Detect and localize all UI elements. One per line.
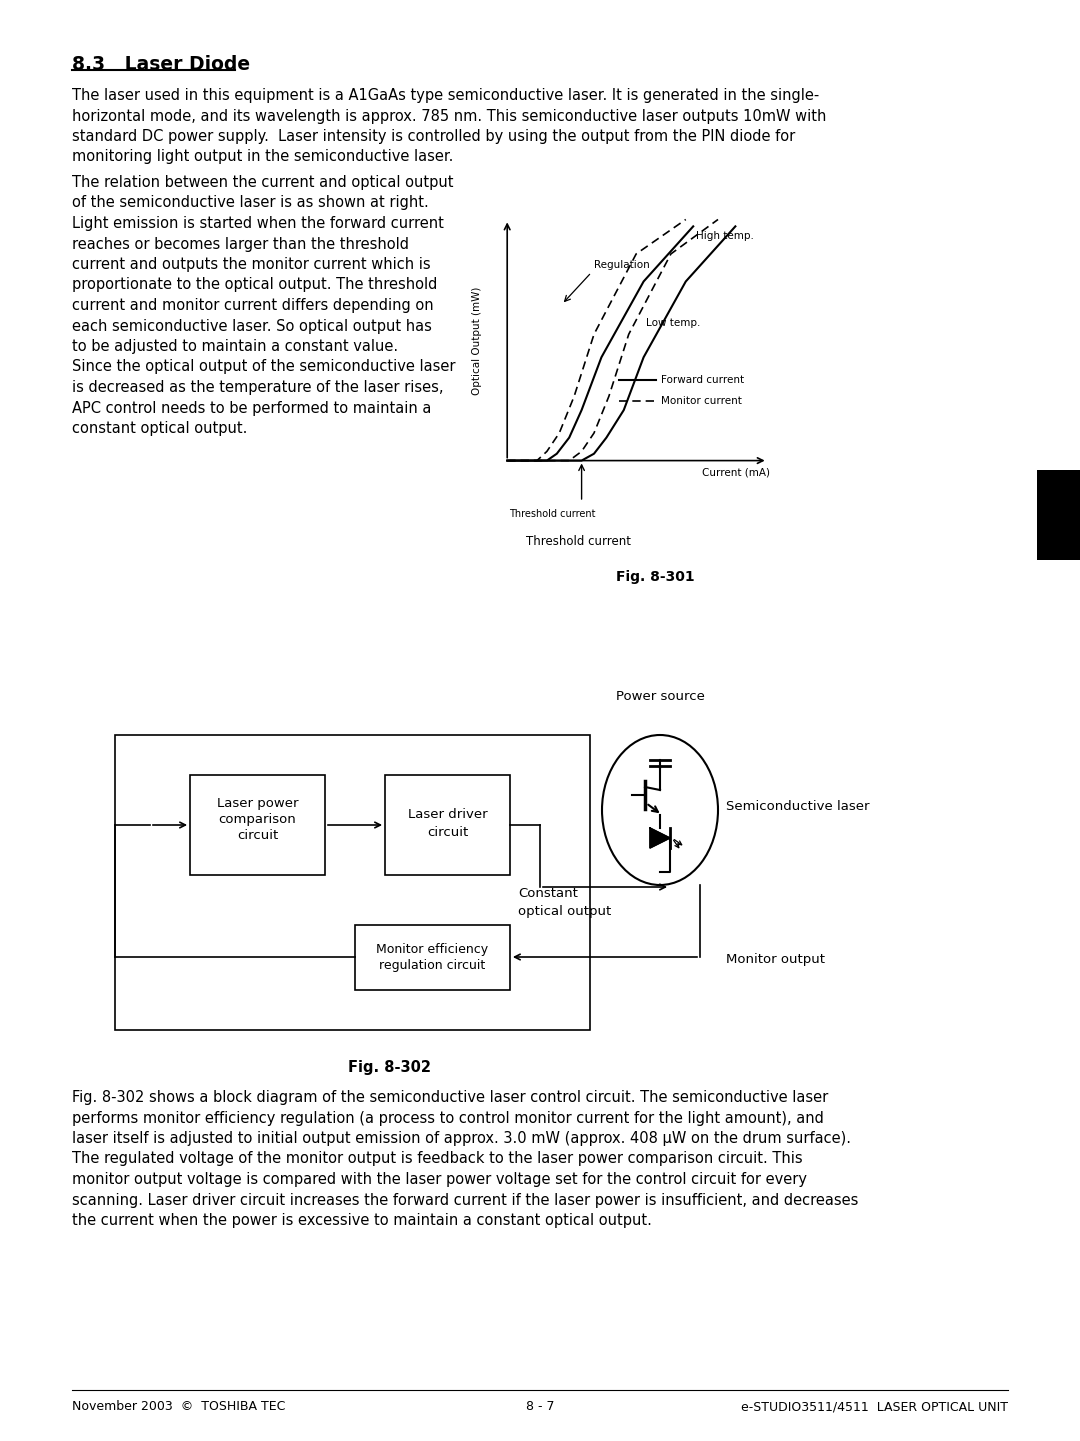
Text: Laser driver: Laser driver [407,808,487,821]
Text: scanning. Laser driver circuit increases the forward current if the laser power : scanning. Laser driver circuit increases… [72,1193,859,1208]
Text: High temp.: High temp. [696,231,754,241]
Bar [1037,470,1080,561]
Text: 8 - 7: 8 - 7 [526,1401,554,1414]
Text: Monitor efficiency: Monitor efficiency [377,942,488,955]
Bar [190,775,325,875]
Text: Forward current: Forward current [661,375,744,385]
Text: The relation between the current and optical output: The relation between the current and opt… [72,174,454,190]
Text: Light emission is started when the forward current: Light emission is started when the forwa… [72,216,444,231]
Text: to be adjusted to maintain a constant value.: to be adjusted to maintain a constant va… [72,339,399,354]
Text: regulation circuit: regulation circuit [379,960,486,973]
Text: APC control needs to be performed to maintain a: APC control needs to be performed to mai… [72,401,431,415]
Text: The laser used in this equipment is a A1GaAs type semiconductive laser. It is ge: The laser used in this equipment is a A1… [72,88,820,102]
Text: e-STUDIO3511/4511  LASER OPTICAL UNIT: e-STUDIO3511/4511 LASER OPTICAL UNIT [741,1401,1008,1414]
Text: 8: 8 [1051,510,1065,530]
Text: comparison: comparison [218,813,296,826]
Text: Regulation: Regulation [594,261,650,271]
Ellipse shape [602,735,718,885]
Text: Fig. 8-302 shows a block diagram of the semiconductive laser control circuit. Th: Fig. 8-302 shows a block diagram of the … [72,1089,828,1105]
Text: Constant: Constant [518,888,578,901]
Text: reaches or becomes larger than the threshold: reaches or becomes larger than the thres… [72,236,409,252]
Text: current and outputs the monitor current which is: current and outputs the monitor current … [72,256,431,272]
Text: Fig. 8-301: Fig. 8-301 [616,571,694,584]
Text: Threshold current: Threshold current [526,535,631,548]
Text: Monitor current: Monitor current [661,396,742,406]
Bar [384,775,510,875]
Text: the current when the power is excessive to maintain a constant optical output.: the current when the power is excessive … [72,1213,652,1228]
Text: standard DC power supply.  Laser intensity is controlled by using the output fro: standard DC power supply. Laser intensit… [72,130,795,144]
Text: monitor output voltage is compared with the laser power voltage set for the cont: monitor output voltage is compared with … [72,1172,807,1187]
Bar [114,735,590,1030]
Text: Since the optical output of the semiconductive laser: Since the optical output of the semicond… [72,359,456,375]
Text: The regulated voltage of the monitor output is feedback to the laser power compa: The regulated voltage of the monitor out… [72,1151,802,1167]
Text: Power source: Power source [616,690,704,703]
Text: Threshold current: Threshold current [509,509,595,519]
Text: horizontal mode, and its wavelength is approx. 785 nm. This semiconductive laser: horizontal mode, and its wavelength is a… [72,108,826,124]
Text: Semiconductive laser: Semiconductive laser [726,800,869,813]
Text: constant optical output.: constant optical output. [72,421,247,437]
Bar [355,925,510,990]
Text: Fig. 8-302: Fig. 8-302 [349,1061,432,1075]
Text: performs monitor efficiency regulation (a process to control monitor current for: performs monitor efficiency regulation (… [72,1111,824,1125]
Text: 8.3   Laser Diode: 8.3 Laser Diode [72,55,251,73]
Text: November 2003  ©  TOSHIBA TEC: November 2003 © TOSHIBA TEC [72,1401,285,1414]
Text: is decreased as the temperature of the laser rises,: is decreased as the temperature of the l… [72,380,444,395]
Text: laser itself is adjusted to initial output emission of approx. 3.0 mW (approx. 4: laser itself is adjusted to initial outp… [72,1131,851,1146]
Text: Low temp.: Low temp. [646,318,701,327]
Polygon shape [650,829,670,847]
Text: Laser power: Laser power [217,797,298,810]
Text: current and monitor current differs depending on: current and monitor current differs depe… [72,298,434,313]
Text: optical output: optical output [518,905,611,918]
Text: Monitor output: Monitor output [726,953,825,965]
Text: Current (mA): Current (mA) [702,467,770,477]
Text: circuit: circuit [427,826,468,839]
Text: each semiconductive laser. So optical output has: each semiconductive laser. So optical ou… [72,318,432,333]
Text: Optical Output (mW): Optical Output (mW) [472,287,483,395]
Text: circuit: circuit [237,829,279,842]
Text: of the semiconductive laser is as shown at right.: of the semiconductive laser is as shown … [72,196,429,210]
Text: proportionate to the optical output. The threshold: proportionate to the optical output. The… [72,278,437,293]
Text: monitoring light output in the semiconductive laser.: monitoring light output in the semicondu… [72,150,454,164]
